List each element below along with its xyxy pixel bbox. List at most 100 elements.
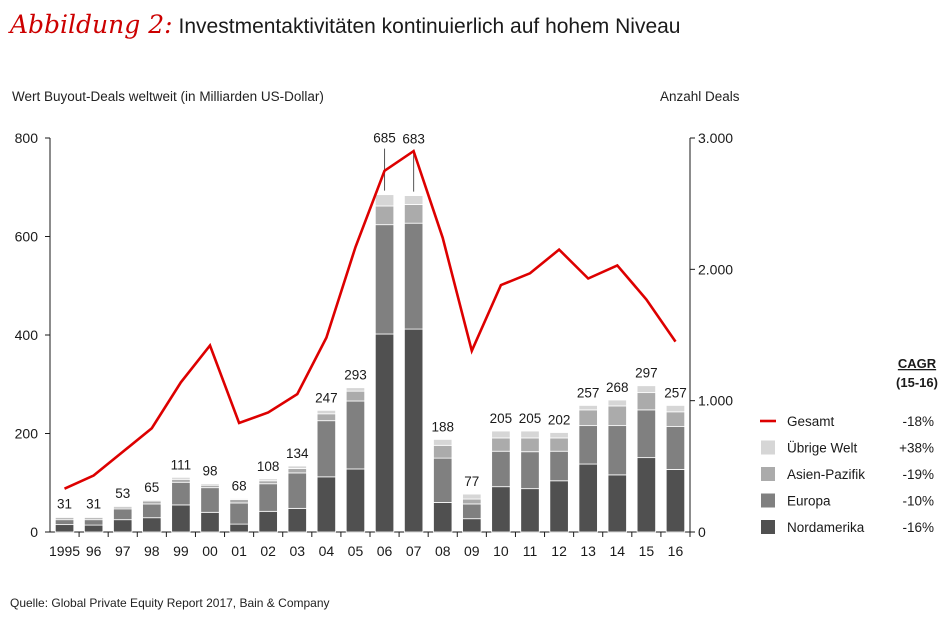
bar-segment-uebrige_welt bbox=[83, 516, 104, 519]
x-tick-label: 07 bbox=[406, 543, 422, 559]
source-note: Quelle: Global Private Equity Report 201… bbox=[10, 596, 330, 610]
bar-segment-uebrige_welt bbox=[636, 385, 657, 394]
legend-cagr-title: CAGR bbox=[898, 356, 937, 371]
bar-segment-europa bbox=[113, 508, 133, 521]
data-label-total: 257 bbox=[577, 385, 600, 400]
bar-segment-asien_pazifik bbox=[287, 468, 307, 474]
bar-segment-europa bbox=[171, 481, 191, 506]
bar-segment-uebrige_welt bbox=[520, 430, 540, 439]
x-tick-label: 99 bbox=[173, 543, 189, 559]
legend-swatch-uebrige_welt bbox=[761, 440, 775, 455]
x-tick-label: 10 bbox=[493, 543, 509, 559]
bar-segment-asien_pazifik bbox=[229, 499, 249, 504]
bar-segment-uebrige_welt bbox=[345, 387, 366, 392]
legend-cagr-line: -18% bbox=[902, 414, 934, 429]
bar-segment-europa bbox=[345, 400, 366, 470]
bar-segment-europa bbox=[142, 503, 162, 519]
right-tick-label: 2.000 bbox=[698, 261, 733, 277]
bar-segment-uebrige_welt bbox=[607, 399, 627, 407]
bar-segment-uebrige_welt bbox=[142, 499, 162, 502]
x-tick-label: 97 bbox=[115, 543, 131, 559]
bar-segment-europa bbox=[665, 426, 686, 470]
bar-segment-europa bbox=[636, 409, 657, 459]
bar-segment-asien_pazifik bbox=[520, 437, 540, 453]
bar-segment-uebrige_welt bbox=[665, 405, 686, 413]
x-tick-label: 05 bbox=[348, 543, 364, 559]
bar-segment-uebrige_welt bbox=[287, 465, 307, 469]
data-label-total: 247 bbox=[315, 390, 338, 405]
data-label-total: 293 bbox=[344, 368, 367, 383]
bar-segment-nordamerika bbox=[403, 328, 424, 533]
data-label-total: 205 bbox=[519, 411, 542, 426]
bar-segment-nordamerika bbox=[54, 524, 75, 533]
right-axis-title: Anzahl Deals bbox=[660, 89, 740, 104]
legend-cagr-asien_pazifik: -19% bbox=[902, 467, 934, 482]
x-tick-label: 00 bbox=[202, 543, 218, 559]
bar-segment-nordamerika bbox=[636, 457, 657, 533]
title-text: Investmentaktivitäten kontinuierlich auf… bbox=[178, 15, 681, 38]
x-tick-label: 04 bbox=[319, 543, 335, 559]
bar-segment-europa bbox=[229, 502, 249, 525]
legend-cagr-uebrige_welt: +38% bbox=[899, 441, 934, 456]
bar-segment-nordamerika bbox=[665, 469, 686, 533]
bar-segment-uebrige_welt bbox=[491, 430, 511, 439]
x-tick-label: 11 bbox=[523, 543, 538, 559]
bar-segment-europa bbox=[549, 450, 569, 482]
legend-label-line: Gesamt bbox=[787, 414, 835, 429]
legend-swatch-asien_pazifik bbox=[761, 467, 775, 481]
legend-swatch-nordamerika bbox=[761, 520, 775, 534]
bar-segment-uebrige_welt bbox=[462, 493, 482, 500]
bar-segment-nordamerika bbox=[607, 474, 627, 533]
x-tick-label: 06 bbox=[377, 543, 393, 559]
legend-label-nordamerika: Nordamerika bbox=[787, 520, 865, 535]
legend-label-asien_pazifik: Asien-Pazifik bbox=[787, 467, 865, 482]
legend-cagr-europa: -10% bbox=[902, 494, 934, 509]
x-tick-label: 96 bbox=[86, 543, 102, 559]
bar-segment-asien_pazifik bbox=[171, 478, 191, 483]
bar-segment-europa bbox=[54, 519, 75, 526]
bar-segment-uebrige_welt bbox=[549, 432, 569, 439]
data-label-total: 257 bbox=[664, 385, 687, 400]
bar-segment-asien_pazifik bbox=[345, 390, 366, 402]
bar-segment-asien_pazifik bbox=[258, 480, 278, 485]
x-tick-label: 15 bbox=[639, 543, 655, 559]
x-tick-label: 01 bbox=[231, 543, 247, 559]
bar-segment-uebrige_welt bbox=[403, 195, 424, 205]
legend-label-uebrige_welt: Übrige Welt bbox=[787, 441, 858, 456]
data-label-total: 268 bbox=[606, 380, 629, 395]
bar-segment-asien_pazifik bbox=[433, 444, 453, 459]
bar-segment-uebrige_welt bbox=[171, 476, 191, 480]
bar-segment-nordamerika bbox=[520, 488, 540, 533]
bar-segment-europa bbox=[433, 457, 453, 503]
bar-segment-europa bbox=[607, 425, 627, 476]
left-tick-label: 200 bbox=[15, 426, 39, 442]
bar-segment-nordamerika bbox=[491, 486, 511, 533]
x-tick-label: 08 bbox=[435, 543, 451, 559]
left-tick-label: 600 bbox=[15, 229, 39, 245]
bar-segment-uebrige_welt bbox=[433, 439, 453, 446]
data-label-total: 683 bbox=[402, 132, 425, 147]
left-axis-title: Wert Buyout-Deals weltweit (in Milliarde… bbox=[12, 89, 324, 104]
bar-segment-europa bbox=[374, 224, 395, 335]
legend-label-europa: Europa bbox=[787, 494, 831, 509]
bar-segment-asien_pazifik bbox=[462, 498, 482, 505]
data-label-total: 297 bbox=[635, 366, 658, 381]
x-tick-label: 13 bbox=[580, 543, 596, 559]
bar-segment-nordamerika bbox=[462, 518, 482, 533]
data-label-total: 98 bbox=[202, 464, 217, 479]
bar-segment-asien_pazifik bbox=[665, 411, 686, 428]
right-tick-label: 3.000 bbox=[698, 130, 733, 146]
bar-segment-asien_pazifik bbox=[374, 205, 395, 226]
x-tick-label: 1995 bbox=[49, 543, 80, 559]
data-label-total: 65 bbox=[144, 480, 159, 495]
title-prefix: Abbildung 2: bbox=[10, 10, 173, 39]
bar-segment-europa bbox=[200, 487, 220, 513]
x-tick-label: 16 bbox=[668, 543, 684, 559]
bar-segment-uebrige_welt bbox=[258, 478, 278, 482]
legend-cagr-subtitle: (15-16) bbox=[896, 375, 938, 390]
bar-segment-uebrige_welt bbox=[113, 505, 133, 508]
x-tick-label: 12 bbox=[551, 543, 567, 559]
bar-segment-nordamerika bbox=[433, 502, 453, 533]
data-label-total: 111 bbox=[171, 457, 192, 472]
